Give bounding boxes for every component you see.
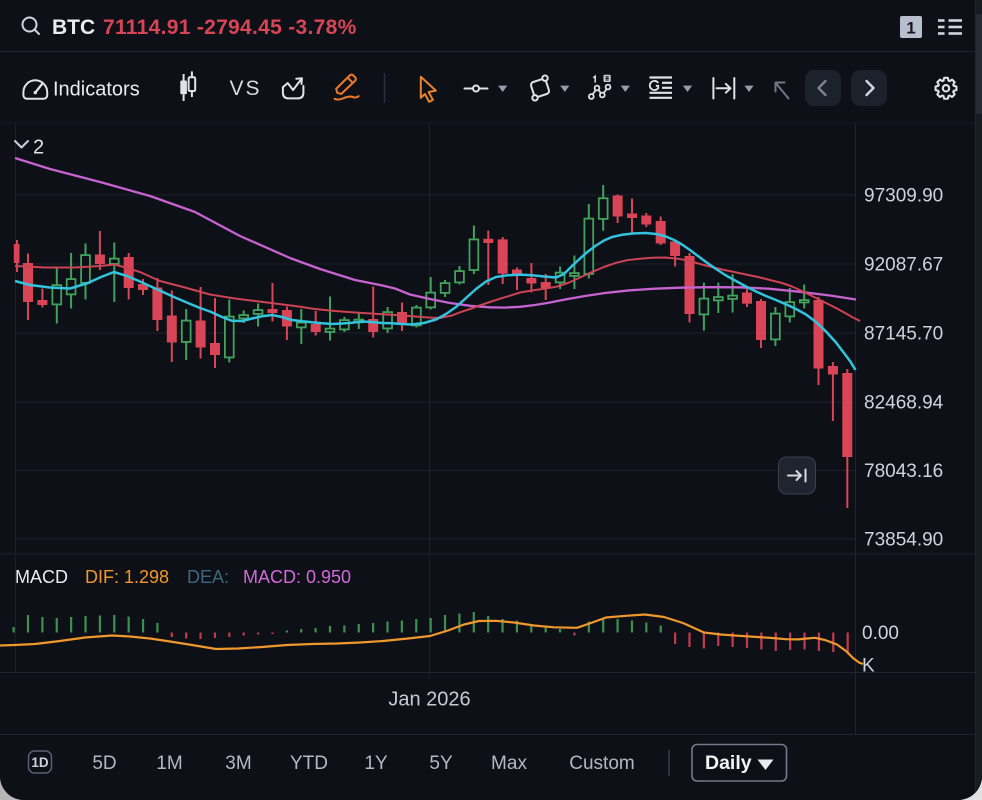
svg-text:71114.91 -2794.45 -3.78%: 71114.91 -2794.45 -3.78% (103, 16, 357, 39)
svg-text:MACD: 0.950: MACD: 0.950 (243, 567, 351, 587)
svg-text:Max: Max (491, 753, 527, 774)
svg-text:78043.16: 78043.16 (864, 461, 943, 482)
svg-text:Custom: Custom (569, 753, 634, 774)
svg-text:Jan 2026: Jan 2026 (388, 689, 470, 711)
svg-text:Indicators: Indicators (53, 79, 140, 101)
svg-text:1M: 1M (156, 753, 182, 774)
svg-text:5D: 5D (92, 753, 116, 774)
svg-text:5Y: 5Y (429, 753, 453, 774)
svg-text:DEA:: DEA: (187, 567, 229, 587)
svg-text:Daily: Daily (705, 752, 752, 774)
svg-text:3M: 3M (225, 753, 251, 774)
svg-text:97309.90: 97309.90 (864, 186, 943, 207)
svg-text:2: 2 (33, 137, 44, 159)
svg-text:K: K (862, 656, 875, 677)
svg-text:VS: VS (229, 77, 261, 100)
svg-text:1D: 1D (31, 755, 49, 770)
svg-text:1Y: 1Y (364, 753, 388, 774)
svg-text:1: 1 (906, 19, 915, 38)
svg-text:87145.70: 87145.70 (864, 324, 943, 345)
svg-text:BTC: BTC (52, 16, 95, 39)
svg-text:82468.94: 82468.94 (864, 393, 944, 414)
svg-text:0.00: 0.00 (862, 623, 899, 644)
svg-text:MACD: MACD (15, 567, 68, 587)
svg-text:DIF: 1.298: DIF: 1.298 (85, 567, 169, 587)
svg-text:73854.90: 73854.90 (864, 530, 943, 551)
svg-text:YTD: YTD (290, 753, 328, 774)
svg-text:92087.67: 92087.67 (864, 255, 943, 276)
